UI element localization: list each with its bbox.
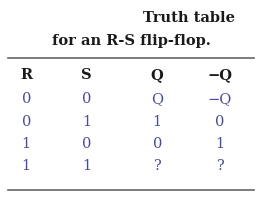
Text: 0: 0: [21, 92, 31, 106]
Text: Q: Q: [151, 92, 163, 106]
Text: 0: 0: [152, 137, 162, 150]
Text: Truth table: Truth table: [143, 11, 235, 25]
Text: R: R: [20, 68, 32, 82]
Text: ?: ?: [153, 159, 161, 173]
Text: −Q: −Q: [208, 92, 232, 106]
Text: S: S: [81, 68, 92, 82]
Text: −Q: −Q: [208, 68, 233, 82]
Text: 1: 1: [82, 114, 91, 128]
Text: 0: 0: [215, 114, 225, 128]
Text: 1: 1: [216, 137, 225, 150]
Text: 0: 0: [21, 114, 31, 128]
Text: 0: 0: [82, 137, 91, 150]
Text: 1: 1: [153, 114, 162, 128]
Text: 0: 0: [82, 92, 91, 106]
Text: 1: 1: [22, 137, 31, 150]
Text: for an R-S flip-flop.: for an R-S flip-flop.: [52, 34, 210, 47]
Text: 1: 1: [22, 159, 31, 173]
Text: Q: Q: [151, 68, 163, 82]
Text: ?: ?: [216, 159, 224, 173]
Text: 1: 1: [82, 159, 91, 173]
